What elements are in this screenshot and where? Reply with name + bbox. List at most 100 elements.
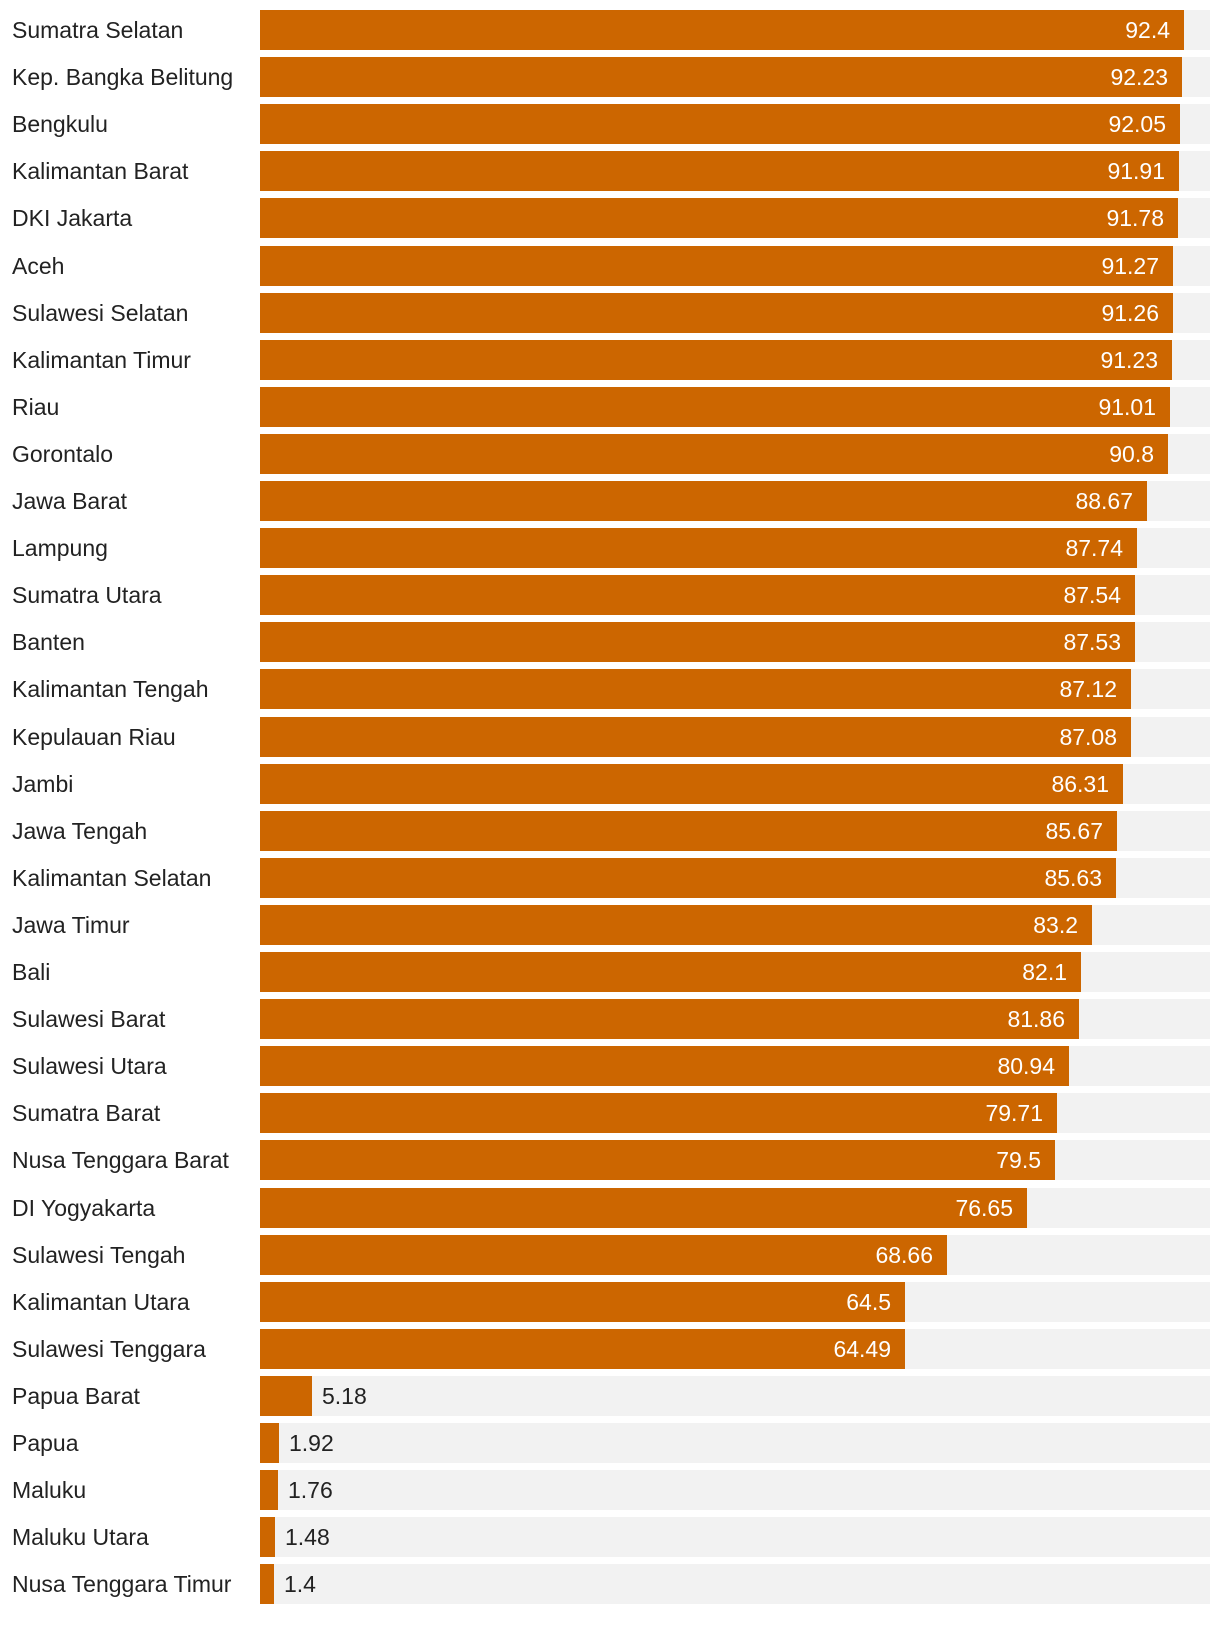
category-label: Sulawesi Tengah (12, 1242, 186, 1268)
bar-track: 79.71 (260, 1093, 1210, 1133)
bar (260, 905, 1092, 945)
data-label: 87.53 (1063, 629, 1121, 655)
bar (260, 1235, 947, 1275)
category-label: Nusa Tenggara Timur (12, 1571, 232, 1597)
category-label: DKI Jakarta (12, 205, 133, 231)
bar (260, 999, 1079, 1039)
bar-track: 91.91 (260, 151, 1210, 191)
data-label: 91.78 (1106, 205, 1164, 231)
data-label: 92.23 (1110, 64, 1168, 90)
bar (260, 104, 1180, 144)
category-label: Bali (12, 959, 51, 985)
data-label: 88.67 (1075, 488, 1133, 514)
bar (260, 1470, 278, 1510)
data-label: 79.5 (996, 1147, 1041, 1173)
data-label: 76.65 (955, 1195, 1013, 1221)
data-label: 64.5 (846, 1289, 891, 1315)
data-label: 91.91 (1107, 158, 1165, 184)
data-label: 90.8 (1109, 441, 1154, 467)
bar (260, 717, 1131, 757)
bar (260, 387, 1170, 427)
bar-track: 1.76 (260, 1470, 1210, 1510)
data-label: 85.67 (1045, 818, 1103, 844)
bar (260, 1093, 1057, 1133)
bar-track: 92.05 (260, 104, 1210, 144)
data-label: 85.63 (1044, 865, 1102, 891)
data-label: 87.54 (1063, 582, 1121, 608)
category-label: Jawa Timur (12, 912, 130, 938)
category-label: Maluku Utara (12, 1524, 149, 1550)
bar-track: 1.92 (260, 1423, 1210, 1463)
data-label: 87.12 (1059, 676, 1117, 702)
category-label: Kalimantan Selatan (12, 865, 212, 891)
bar (260, 434, 1168, 474)
bar (260, 1376, 312, 1416)
category-label: Sumatra Barat (12, 1100, 161, 1126)
bar-track: 85.63 (260, 858, 1210, 898)
data-label: 1.4 (284, 1571, 316, 1597)
bar-track: 64.49 (260, 1329, 1210, 1369)
category-label: Jawa Tengah (12, 818, 148, 844)
data-label: 92.4 (1125, 17, 1170, 43)
bar (260, 151, 1179, 191)
bar-track: 91.26 (260, 293, 1210, 333)
category-label: Nusa Tenggara Barat (12, 1147, 229, 1173)
bar (260, 1282, 905, 1322)
bar-track: 1.4 (260, 1564, 1210, 1604)
category-label: Sulawesi Utara (12, 1053, 167, 1079)
data-label: 91.23 (1100, 347, 1158, 373)
bar (260, 246, 1173, 286)
category-label: Jambi (12, 771, 74, 797)
category-label: DI Yogyakarta (12, 1195, 156, 1221)
data-label: 83.2 (1033, 912, 1078, 938)
bar-track: 83.2 (260, 905, 1210, 945)
bar-track: 87.53 (260, 622, 1210, 662)
category-label: Kalimantan Timur (12, 347, 191, 373)
data-label: 5.18 (322, 1383, 367, 1409)
category-label: Jawa Barat (12, 488, 128, 514)
bar (260, 1564, 274, 1604)
bar (260, 340, 1172, 380)
data-label: 79.71 (985, 1100, 1043, 1126)
category-label: Sumatra Utara (12, 582, 162, 608)
bar-track: 86.31 (260, 764, 1210, 804)
bar (260, 198, 1178, 238)
data-label: 1.48 (285, 1524, 330, 1550)
bar (260, 575, 1135, 615)
bar (260, 858, 1116, 898)
bar (260, 10, 1184, 50)
data-label: 1.92 (289, 1430, 334, 1456)
data-label: 80.94 (997, 1053, 1055, 1079)
bar (260, 1140, 1055, 1180)
bar-track: 64.5 (260, 1282, 1210, 1322)
category-label: Sumatra Selatan (12, 17, 184, 43)
bar (260, 1423, 279, 1463)
category-label: Bengkulu (12, 111, 108, 137)
bar-track: 1.48 (260, 1517, 1210, 1557)
bar (260, 1046, 1069, 1086)
category-label: Lampung (12, 535, 108, 561)
bar (260, 622, 1135, 662)
category-label: Gorontalo (12, 441, 114, 467)
bar (260, 1188, 1027, 1228)
bar-track: 90.8 (260, 434, 1210, 474)
bar-track: 87.08 (260, 717, 1210, 757)
data-label: 81.86 (1007, 1006, 1065, 1032)
data-label: 68.66 (875, 1242, 933, 1268)
bar-track: 5.18 (260, 1376, 1210, 1416)
bar (260, 57, 1182, 97)
category-label: Sulawesi Barat (12, 1006, 166, 1032)
bar-track: 76.65 (260, 1188, 1210, 1228)
data-label: 91.27 (1101, 253, 1159, 279)
data-label: 87.08 (1059, 724, 1117, 750)
bar-track: 68.66 (260, 1235, 1210, 1275)
category-label: Kep. Bangka Belitung (12, 64, 234, 90)
bar-track: 81.86 (260, 999, 1210, 1039)
data-label: 86.31 (1051, 771, 1109, 797)
bar (260, 1517, 275, 1557)
category-label: Sulawesi Selatan (12, 300, 189, 326)
category-label: Kalimantan Tengah (12, 676, 209, 702)
bar-track: 87.12 (260, 669, 1210, 709)
bar-track: 79.5 (260, 1140, 1210, 1180)
